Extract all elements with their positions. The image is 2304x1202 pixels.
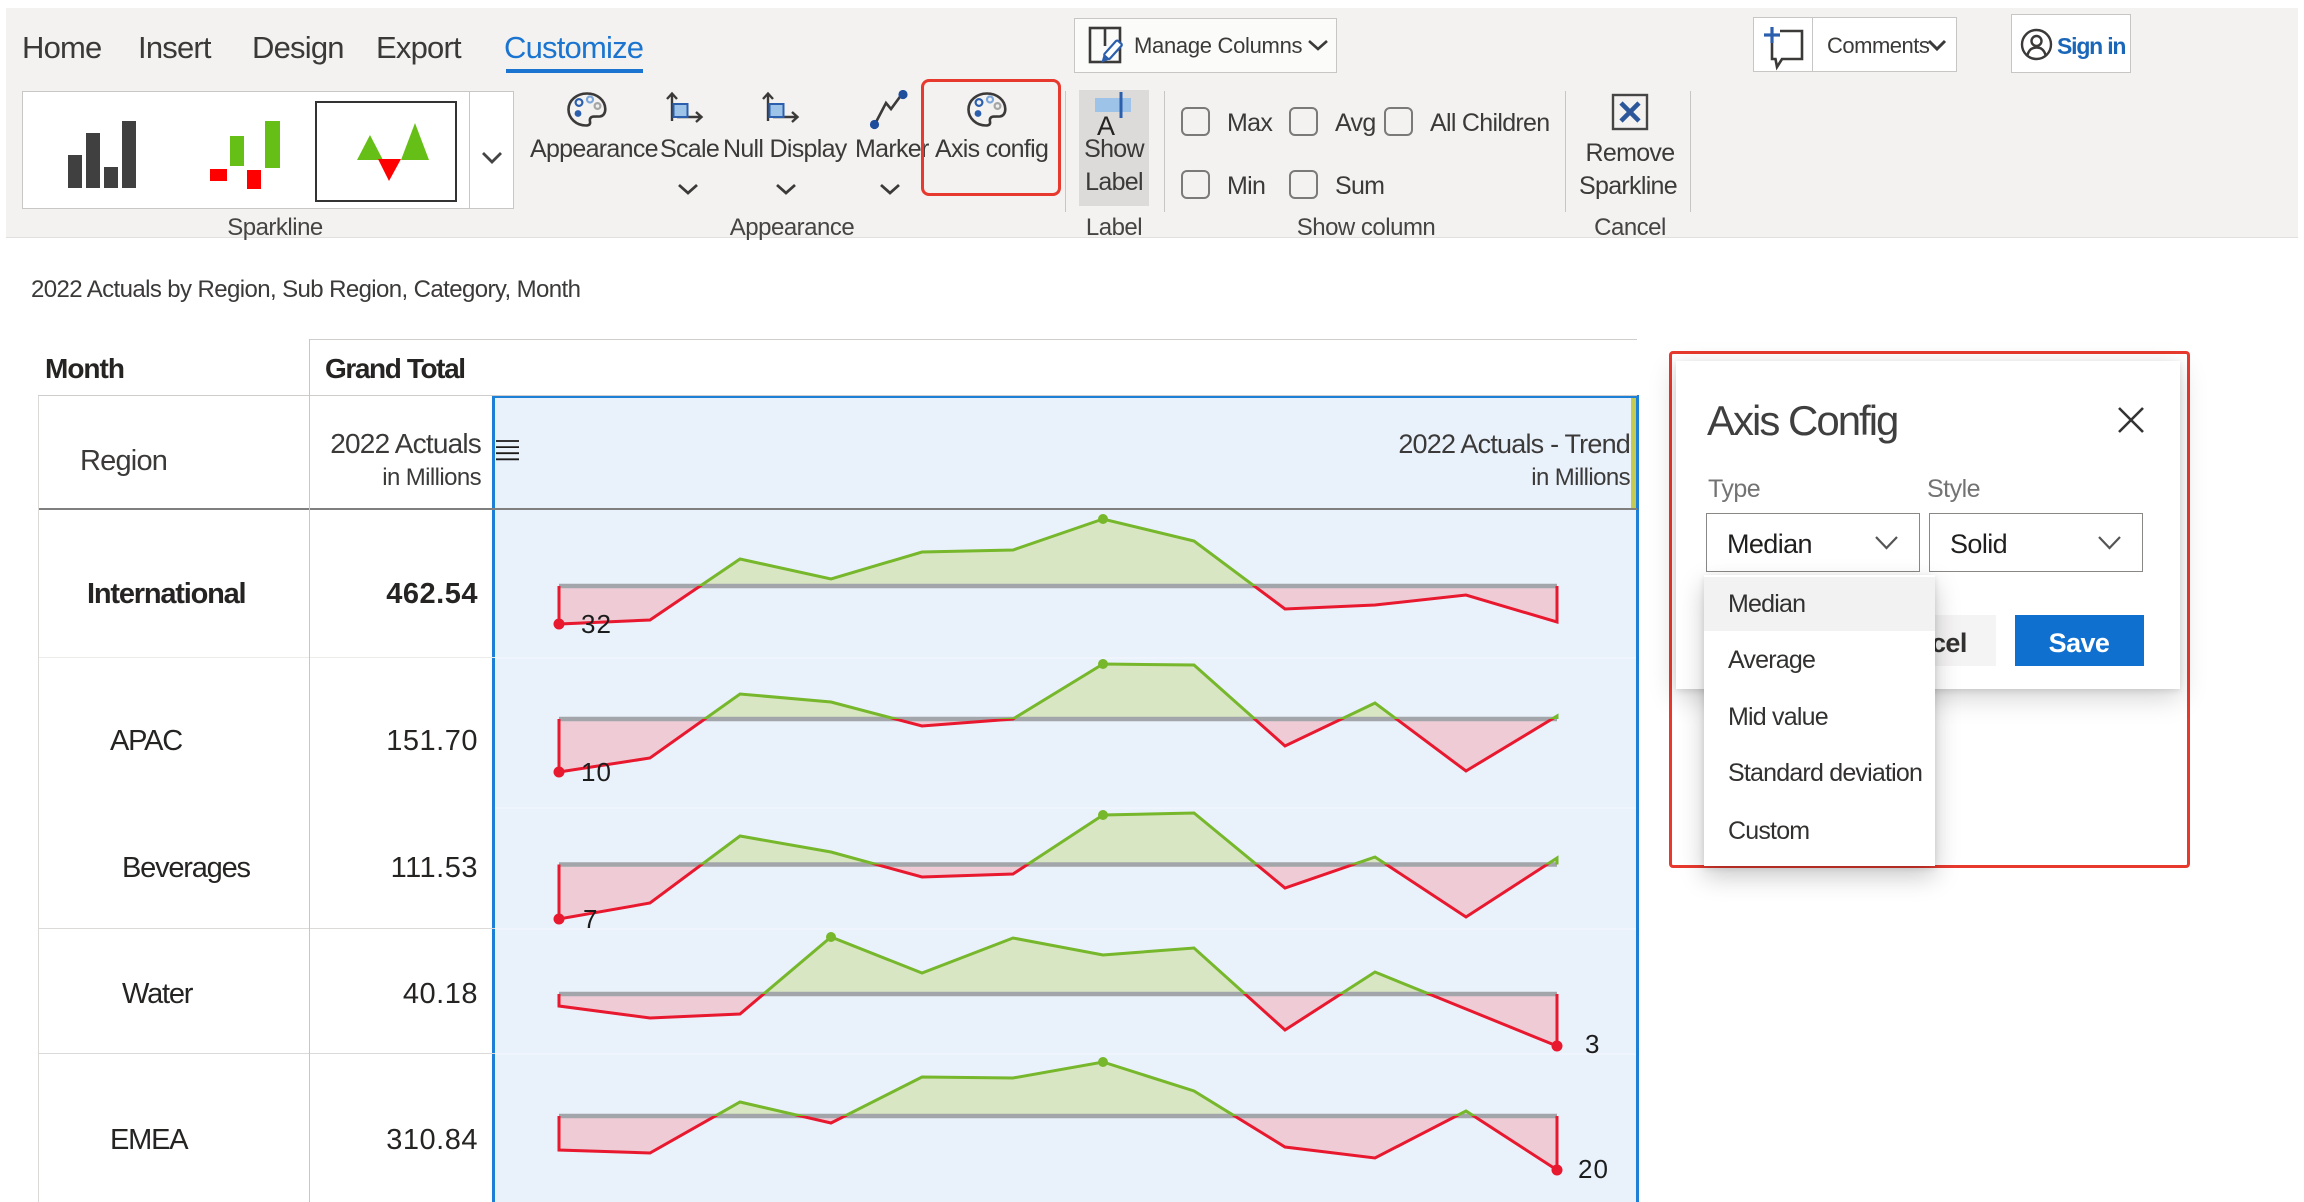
svg-text:20: 20 bbox=[1578, 1154, 1609, 1184]
svg-text:32: 32 bbox=[581, 609, 612, 639]
svg-text:10: 10 bbox=[581, 757, 612, 787]
svg-text:A: A bbox=[1097, 111, 1115, 136]
svg-text:3: 3 bbox=[1585, 1029, 1600, 1059]
svg-text:7: 7 bbox=[583, 904, 598, 934]
